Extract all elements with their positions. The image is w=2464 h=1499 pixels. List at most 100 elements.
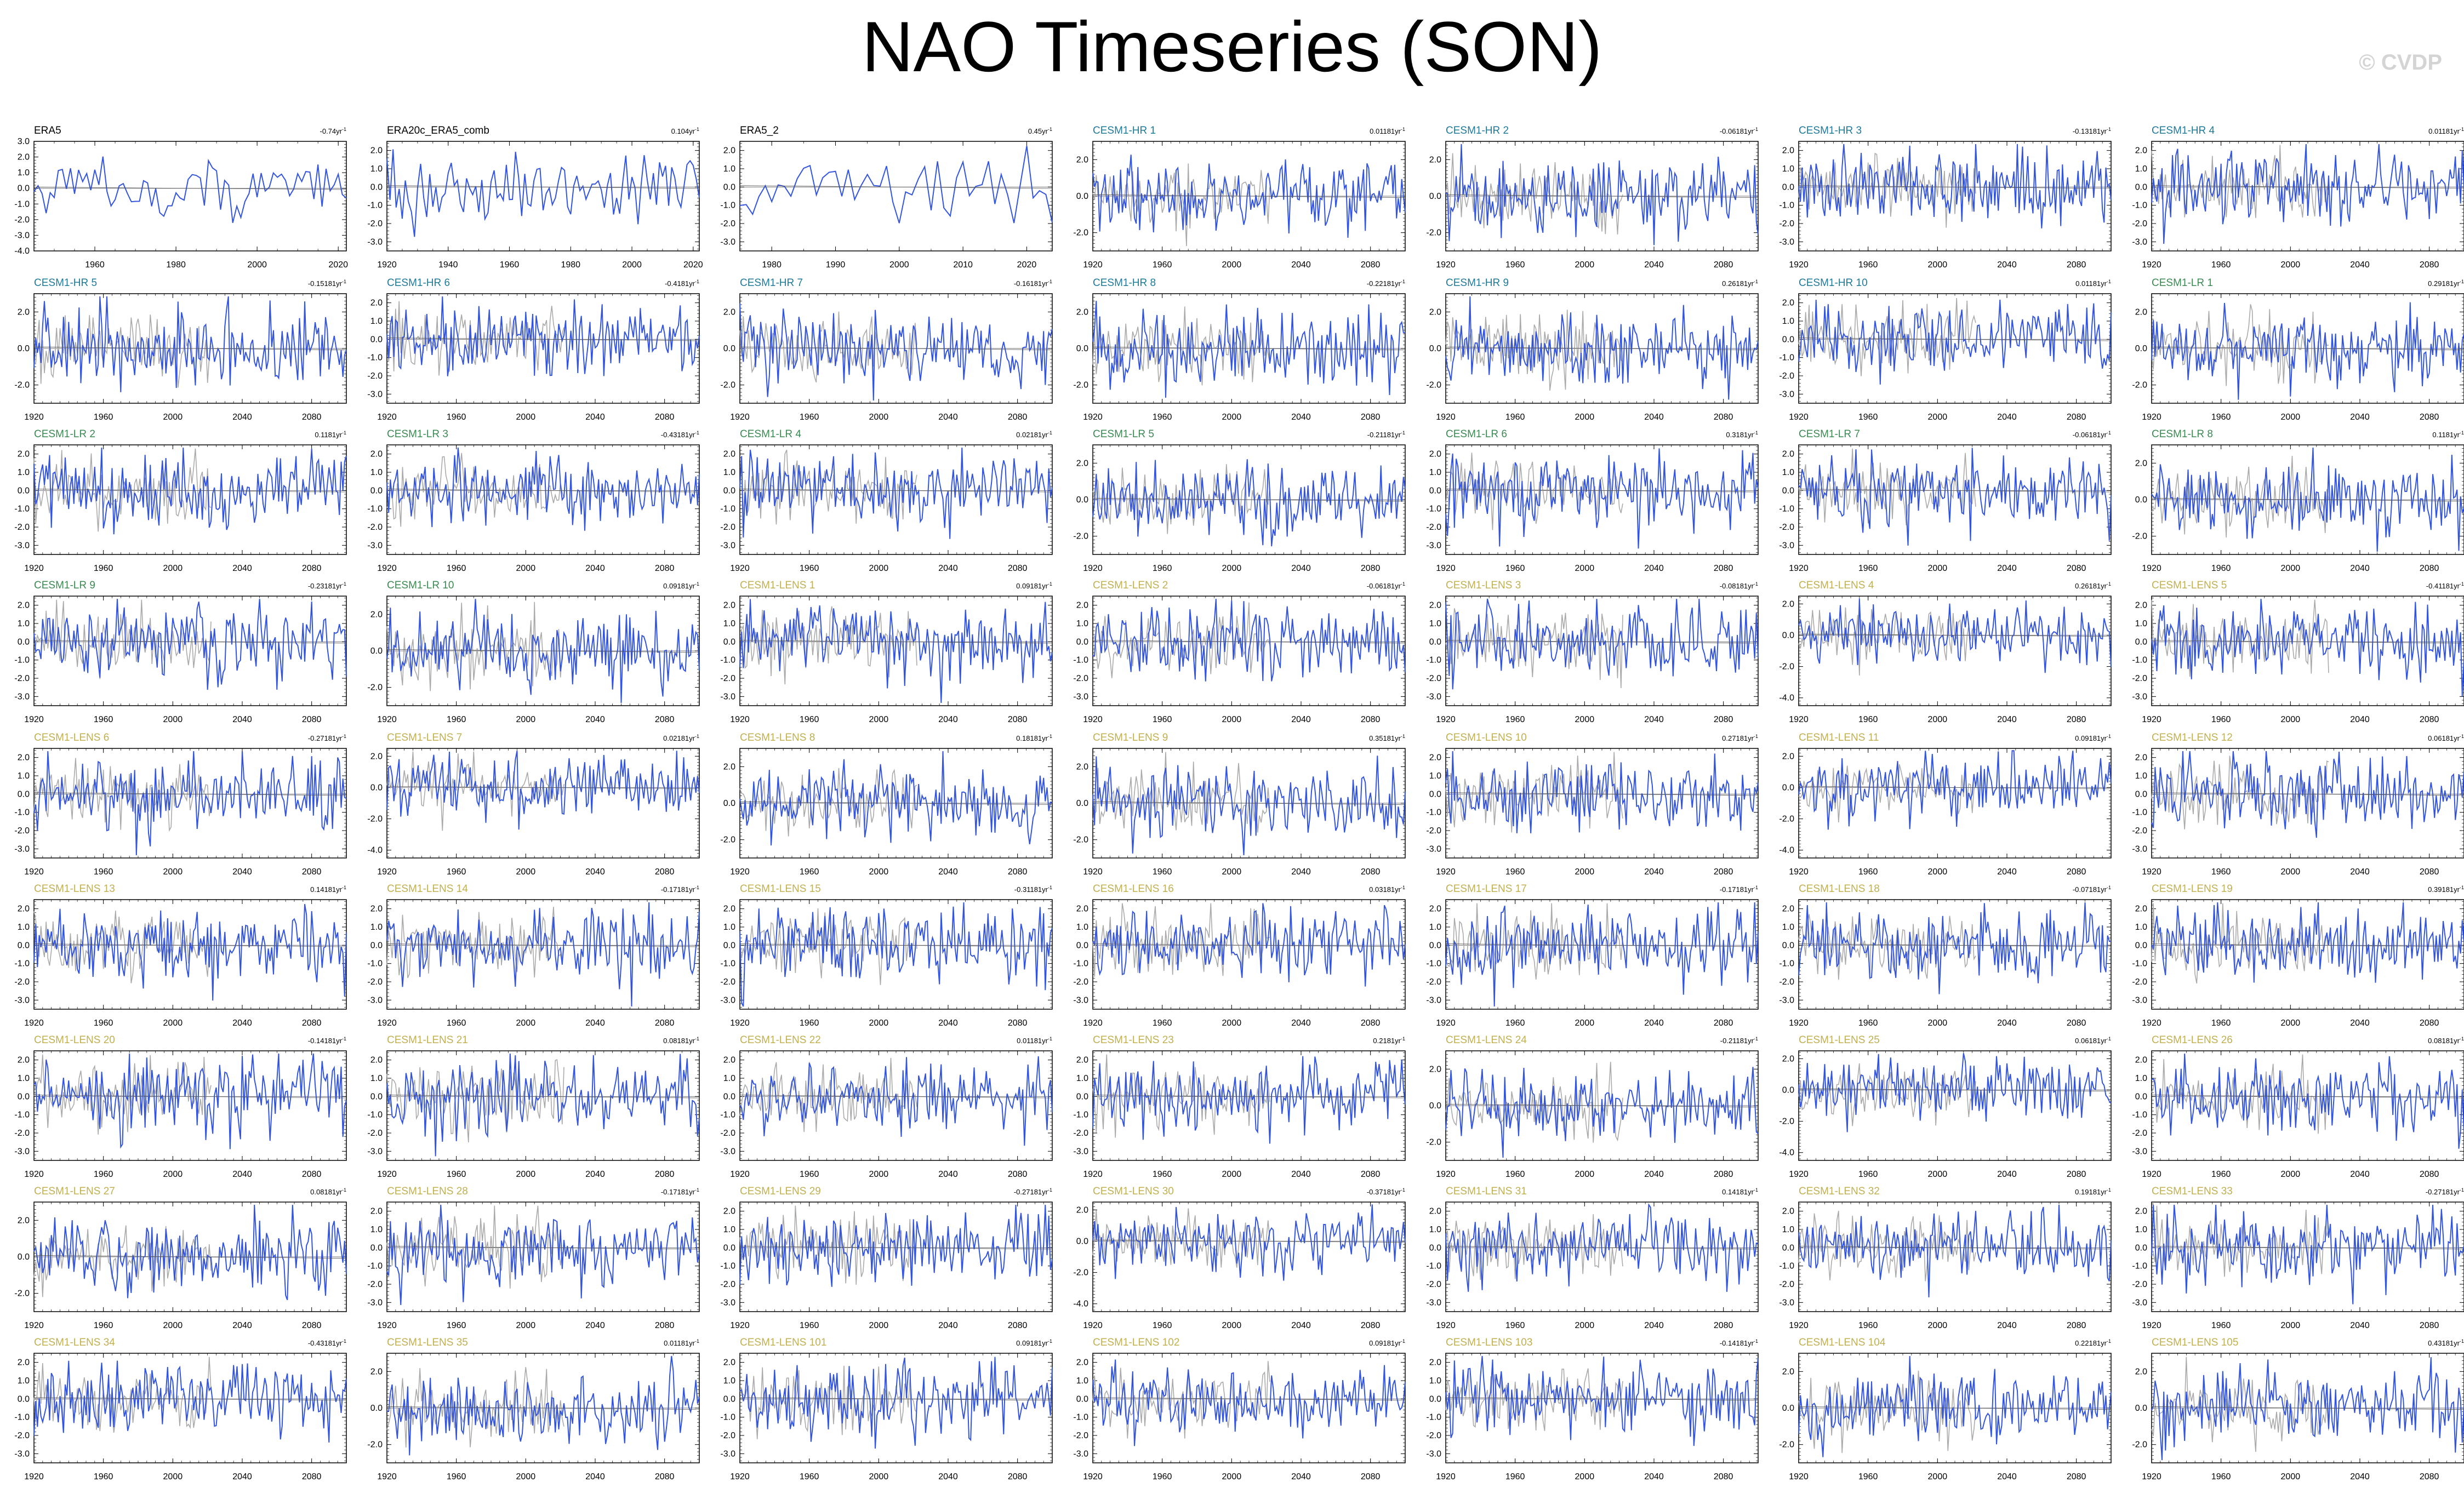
x-tick-label: 2040 bbox=[1997, 1321, 2017, 1330]
y-tick-label: 2.0 bbox=[370, 299, 383, 308]
timeseries-panel: CESM1-HR 9 0.26181yr-1 2.0 0.0 -2.0 1920 1960 2… bbox=[1426, 277, 1759, 422]
trend-line bbox=[1445, 194, 1759, 198]
y-tick-label: -4.0 bbox=[1073, 1300, 1088, 1309]
x-tick-label: 2000 bbox=[163, 867, 183, 877]
trend-line bbox=[2151, 1246, 2464, 1250]
panel-trend-label: 0.09181yr-1 bbox=[1016, 581, 1052, 590]
reference-series-line bbox=[1798, 605, 1976, 676]
x-tick-label: 1960 bbox=[800, 413, 819, 422]
y-tick-label: 1.0 bbox=[1782, 1225, 1794, 1234]
panel-title: CESM1-HR 1 bbox=[1093, 125, 1156, 136]
panel-trend-label: 0.18181yr-1 bbox=[1016, 734, 1052, 742]
y-tick-label: 0.0 bbox=[1429, 486, 1441, 495]
y-tick-label: 0.0 bbox=[1429, 1243, 1441, 1252]
x-tick-label: 2040 bbox=[232, 1170, 252, 1179]
panel-title: CESM1-LENS 103 bbox=[1446, 1337, 1532, 1348]
trend-line bbox=[2151, 346, 2464, 351]
y-tick-label: 2.0 bbox=[370, 610, 383, 619]
panel-title: CESM1-HR 6 bbox=[387, 277, 450, 289]
panel-trend-label: -0.06181yr-1 bbox=[2073, 430, 2111, 439]
trend-line bbox=[1445, 640, 1759, 644]
panel-frame bbox=[2151, 1050, 2464, 1161]
y-tick-label: 2.0 bbox=[1782, 146, 1794, 156]
y-tick-label: -1.0 bbox=[720, 959, 735, 969]
panel-trend-label: 0.01181yr-1 bbox=[2075, 279, 2111, 288]
x-tick-label: 1920 bbox=[1436, 715, 1456, 724]
trend-line bbox=[1445, 1246, 1759, 1250]
trend-line bbox=[1798, 337, 2112, 341]
panel-title: CESM1-LENS 35 bbox=[387, 1337, 468, 1348]
panel-title: CESM1-LENS 12 bbox=[2152, 732, 2233, 743]
reference-series-line bbox=[1798, 1062, 1976, 1126]
x-tick-label: 2020 bbox=[328, 260, 348, 270]
y-tick-label: 2.0 bbox=[723, 1358, 735, 1368]
y-tick-label: 1.0 bbox=[2135, 1074, 2147, 1083]
x-tick-label: 2040 bbox=[1644, 1321, 1664, 1330]
x-tick-label: 2040 bbox=[938, 1321, 958, 1330]
trend-line bbox=[33, 640, 347, 644]
y-tick-label: 1.0 bbox=[18, 1074, 30, 1083]
panel-frame bbox=[33, 899, 347, 1010]
panel-title: CESM1-HR 10 bbox=[1799, 277, 1868, 289]
reference-series-line bbox=[386, 301, 564, 376]
timeseries-panel: CESM1-LENS 7 0.02181yr-1 2.0 0.0 -2.0 -4.0 192… bbox=[367, 732, 700, 877]
y-tick-label: 0.0 bbox=[1076, 1394, 1088, 1404]
x-tick-label: 2000 bbox=[516, 413, 536, 422]
y-tick-label: -2.0 bbox=[2132, 1440, 2147, 1450]
y-tick-label: -2.0 bbox=[720, 1280, 735, 1289]
x-tick-label: 2080 bbox=[302, 1170, 322, 1179]
x-tick-label: 2000 bbox=[1928, 413, 1948, 422]
y-tick-label: 0.0 bbox=[18, 789, 30, 799]
y-tick-label: 0.0 bbox=[18, 184, 30, 193]
x-tick-label: 2080 bbox=[655, 1472, 675, 1481]
x-tick-label: 1920 bbox=[24, 1019, 44, 1028]
nao-series-line bbox=[386, 1204, 700, 1306]
x-tick-label: 2000 bbox=[163, 413, 183, 422]
y-tick-label: 1.0 bbox=[370, 1225, 383, 1234]
panel-frame bbox=[1798, 748, 2112, 859]
timeseries-panel: CESM1-LENS 27 0.08181yr-1 2.0 0.0 -2.0 1920 19… bbox=[14, 1186, 347, 1330]
timeseries-panel: CESM1-LENS 28 -0.17181yr-1 2.0 1.0 0.0 -1.0 -2… bbox=[367, 1186, 700, 1330]
nao-series-line bbox=[1798, 1355, 2112, 1457]
trend-line bbox=[1092, 801, 1406, 805]
trend-line bbox=[33, 943, 347, 947]
y-tick-label: -1.0 bbox=[2132, 1262, 2147, 1271]
y-tick-label: -3.0 bbox=[2132, 995, 2147, 1005]
y-tick-label: 1.0 bbox=[1076, 1074, 1088, 1083]
panel-title: CESM1-LENS 15 bbox=[740, 883, 821, 895]
x-tick-label: 1920 bbox=[2142, 413, 2161, 422]
y-tick-label: -2.0 bbox=[720, 1431, 735, 1440]
x-tick-label: 2040 bbox=[2350, 867, 2370, 877]
x-tick-label: 1920 bbox=[24, 564, 44, 573]
y-tick-label: 2.0 bbox=[1429, 307, 1441, 317]
x-tick-label: 1960 bbox=[447, 1321, 466, 1330]
y-tick-label: 2.0 bbox=[18, 905, 30, 914]
y-tick-label: -3.0 bbox=[1426, 1298, 1441, 1307]
panel-title: CESM1-LENS 20 bbox=[34, 1034, 115, 1046]
x-tick-label: 2080 bbox=[2067, 1472, 2086, 1481]
reference-series-line bbox=[2151, 756, 2329, 829]
trend-line bbox=[739, 943, 1053, 947]
y-tick-label: -2.0 bbox=[367, 1280, 383, 1289]
nao-series-line bbox=[33, 1360, 347, 1443]
trend-line bbox=[1798, 786, 2112, 789]
y-tick-label: 2.0 bbox=[723, 307, 735, 317]
timeseries-panel: CESM1-LENS 103 -0.14181yr-1 2.0 1.0 0.0 -1.0 -… bbox=[1426, 1337, 1759, 1481]
y-tick-label: -2.0 bbox=[1779, 523, 1794, 532]
timeseries-panel: CESM1-LENS 102 0.09181yr-1 2.0 1.0 0.0 -1.0 -2… bbox=[1073, 1337, 1406, 1481]
y-tick-label: 1.0 bbox=[18, 168, 30, 178]
y-tick-label: 1.0 bbox=[1429, 771, 1441, 781]
x-tick-label: 2080 bbox=[1361, 1019, 1381, 1028]
trend-line bbox=[1798, 185, 2112, 189]
y-tick-label: -2.0 bbox=[1779, 1117, 1794, 1126]
panel-trend-label: -0.31181yr-1 bbox=[1014, 885, 1052, 894]
x-tick-label: 1960 bbox=[94, 1321, 113, 1330]
trend-line bbox=[739, 1246, 1053, 1250]
panel-trend-label: 0.3181yr-1 bbox=[1726, 430, 1758, 439]
timeseries-panel: CESM1-LENS 21 0.08181yr-1 2.0 1.0 0.0 -1.0 -2.… bbox=[367, 1034, 700, 1179]
panel-title: ERA5_2 bbox=[740, 125, 779, 136]
x-tick-label: 1960 bbox=[1153, 1170, 1172, 1179]
timeseries-panel: CESM1-LENS 30 -0.37181yr-1 2.0 0.0 -2.0 -4.0 1… bbox=[1073, 1186, 1406, 1330]
timeseries-panel: ERA5_2 0.45yr-1 2.0 1.0 0.0 -1.0 -2.0 -3.0 1980 1… bbox=[720, 125, 1053, 270]
y-tick-label: 2.0 bbox=[723, 1207, 735, 1216]
